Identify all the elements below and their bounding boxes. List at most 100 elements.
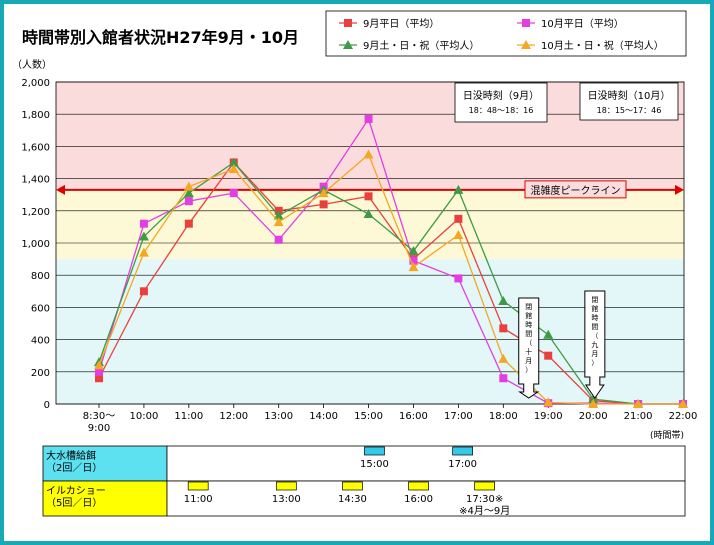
data-point [498, 295, 509, 305]
data-point [184, 197, 193, 206]
data-point [273, 210, 284, 220]
x-tick-label: 13:00 [264, 411, 293, 422]
schedule-row-label: 大水槽給餌 [46, 449, 96, 462]
schedule-event-time: 15:00 [360, 459, 389, 470]
sunset-sep-time: 18：48～18：16 [469, 106, 534, 115]
data-point [319, 200, 328, 209]
schedule-event-time: 13:00 [272, 494, 301, 505]
data-point [499, 374, 508, 383]
x-tick-label-line: 15:00 [354, 411, 383, 422]
x-tick-label: 12:00 [219, 411, 248, 422]
y-tick-label: 1,600 [21, 142, 50, 153]
data-point [183, 181, 194, 191]
schedule-event-marker [474, 481, 496, 491]
x-axis-label: (時間帯) [650, 429, 684, 441]
x-tick-label-line: 10:00 [130, 411, 159, 422]
x-tick-label-line: 8:30～ [83, 411, 115, 422]
data-point [408, 262, 419, 272]
schedule-event-marker [275, 481, 297, 491]
data-point [229, 189, 238, 198]
x-tick-label-line: 18:00 [489, 411, 518, 422]
closing-sep-char: 時 [591, 314, 598, 322]
x-tick-label: 18:00 [489, 411, 518, 422]
closing-sep-char: 館 [591, 304, 598, 313]
data-point [588, 399, 599, 408]
data-point [454, 214, 463, 223]
data-point [499, 324, 508, 333]
x-tick-label: 17:00 [444, 411, 473, 422]
legend-marker [521, 40, 531, 49]
x-tick-label-line: 9:00 [88, 423, 110, 434]
y-tick-label: 1,400 [21, 175, 50, 186]
data-point [364, 115, 373, 124]
chart-title: 時間帯別入館者状況H27年9月・10月 [22, 28, 300, 47]
y-tick-label: 800 [31, 271, 50, 282]
x-tick-label-line: 21:00 [624, 411, 653, 422]
data-point [544, 351, 553, 360]
series-line-2 [98, 161, 683, 405]
schedule-event-marker [452, 446, 473, 456]
schedule-row-body [166, 445, 686, 482]
sunset-oct-time: 18：15～17：46 [597, 106, 662, 115]
closing-oct-char: 十 [525, 347, 532, 356]
data-point [139, 219, 148, 228]
peak-label-box [524, 180, 627, 199]
schedule-event-marker [187, 481, 209, 491]
data-point [228, 157, 239, 167]
data-point [409, 256, 418, 265]
x-tick-label-line: 17:00 [444, 411, 473, 422]
data-point [678, 399, 688, 408]
schedule-event-time: 17:00 [448, 459, 477, 470]
peak-label: 混雑度ピークライン [531, 184, 621, 197]
band-1 [56, 189, 684, 260]
peak-arrow-right [675, 184, 684, 195]
x-tick-label-line: 11:00 [174, 411, 203, 422]
schedule-event-note: ※4月～9月 [459, 505, 510, 517]
x-tick-label: 14:00 [309, 411, 338, 422]
x-tick-label-line: 20:00 [579, 411, 608, 422]
x-tick-label-line: 13:00 [264, 411, 293, 422]
data-point [183, 188, 194, 198]
schedule-event-marker [408, 481, 429, 491]
schedule-row-header [42, 445, 168, 482]
schedule-row-label: （2回／日） [46, 462, 102, 474]
legend-label: 9月平日（平均） [363, 18, 439, 30]
legend-marker [522, 19, 530, 27]
data-point [543, 329, 554, 339]
closing-sep-char: 間 [591, 323, 598, 331]
band-0 [56, 82, 684, 190]
legend-marker [343, 40, 353, 49]
x-tick-label: 19:00 [534, 411, 563, 422]
schedule-row-label: イルカショー [46, 485, 106, 497]
data-point [138, 231, 149, 241]
x-tick-label-line: 16:00 [399, 411, 428, 422]
data-point [453, 229, 464, 239]
legend-label: 9月土・日・祝（平均人） [363, 39, 479, 52]
data-point [273, 217, 284, 227]
schedule-row-label: （5回／日） [46, 497, 102, 509]
y-tick-label: 2,000 [21, 78, 50, 89]
data-point [94, 360, 104, 370]
closing-sep-char: 閉 [591, 296, 598, 304]
closing-sep-char: ） [591, 359, 598, 367]
data-point [363, 209, 374, 219]
peak-arrow-left [56, 184, 65, 195]
closing-sep-char: 九 [591, 340, 598, 349]
series-line-0 [98, 161, 683, 405]
data-point [633, 399, 644, 408]
closing-oct-callout [518, 297, 540, 399]
closing-sep-callout [584, 290, 606, 399]
data-point [498, 353, 509, 363]
y-tick-label: 0 [44, 400, 50, 411]
data-point [139, 287, 148, 296]
closing-oct-char: （ [525, 339, 532, 347]
x-tick-label-line: 22:00 [669, 411, 698, 422]
y-tick-label: 400 [31, 336, 50, 347]
sunset-oct-box [579, 82, 679, 121]
data-point [364, 192, 373, 201]
schedule-event-marker [342, 481, 363, 491]
data-point [138, 247, 149, 257]
data-point [543, 397, 554, 407]
schedule-event-time: 11:00 [184, 494, 213, 505]
